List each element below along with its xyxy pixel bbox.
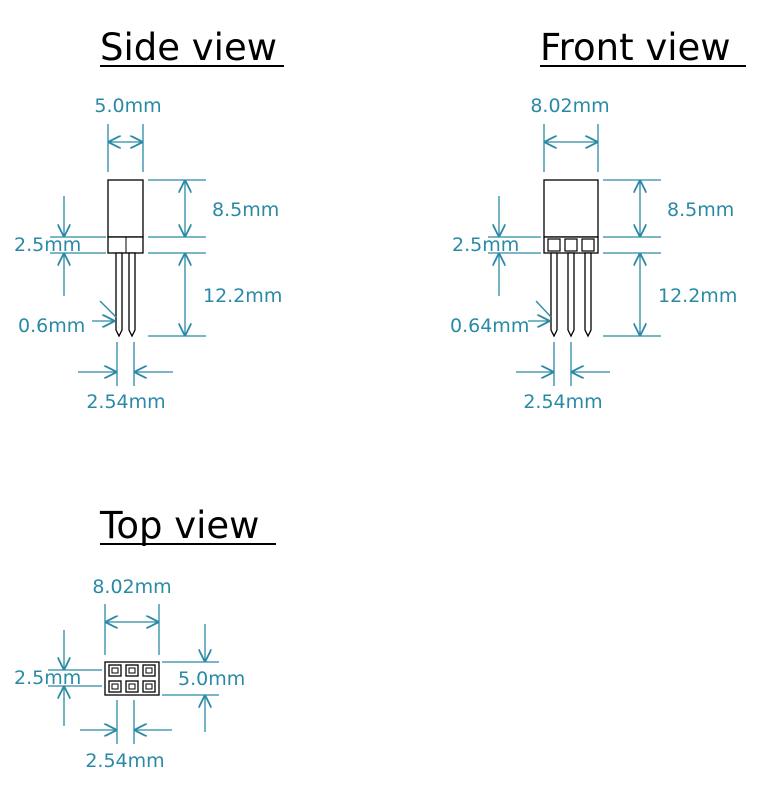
front-view-title: Front view <box>540 26 731 69</box>
front-pitch-label: 2.54mm <box>523 391 602 413</box>
front-pin-2 <box>567 252 575 338</box>
side-view-title: Side view <box>100 26 277 69</box>
front-width-label: 8.02mm <box>530 95 609 117</box>
top-view: Top view 8.02mm <box>14 504 276 772</box>
side-dimensions: 5.0mm 8.5mm 12.2mm 2.5mm 0.6mm <box>14 95 282 413</box>
front-pinwidth-leader <box>535 300 552 318</box>
side-body-height-label: 8.5mm <box>212 199 279 221</box>
side-pitch-label: 2.54mm <box>86 391 165 413</box>
side-pin-right <box>128 252 136 338</box>
side-base-height-label: 2.5mm <box>14 234 81 256</box>
top-row-pitch-label: 2.5mm <box>14 667 81 689</box>
front-pin-socket-2 <box>564 238 578 252</box>
top-socket-2-hole <box>128 667 136 674</box>
side-pinwidth-leader <box>99 300 117 318</box>
top-dimensions: 8.02mm 2.5mm 5.0mm 2.54mm <box>14 576 245 772</box>
side-pin-width-label: 0.6mm <box>18 315 85 337</box>
front-view: Front view 8.02mm 8.5mm <box>450 26 746 413</box>
top-width-label: 8.02mm <box>92 576 171 598</box>
top-pitch-label: 2.54mm <box>85 750 164 772</box>
side-width-label: 5.0mm <box>94 95 161 117</box>
front-pin-width-label: 0.64mm <box>450 315 529 337</box>
top-socket-6-hole <box>145 683 153 690</box>
top-view-title: Top view <box>99 504 259 547</box>
side-body <box>107 179 144 238</box>
front-view-part <box>543 179 599 338</box>
side-view-part <box>107 179 144 338</box>
top-socket-grid <box>108 664 156 693</box>
front-pin-3 <box>584 252 592 338</box>
top-socket-3-hole <box>145 667 153 674</box>
front-pin-length-label: 12.2mm <box>658 285 737 307</box>
front-dimensions: 8.02mm 8.5mm 12.2mm 2.5mm 0.64mm <box>450 95 737 413</box>
front-pin-socket-1 <box>547 238 561 252</box>
front-body <box>543 179 599 238</box>
top-view-part <box>104 661 160 696</box>
side-pin-length-label: 12.2mm <box>203 285 282 307</box>
front-pin-socket-3 <box>581 238 595 252</box>
front-body-height-label: 8.5mm <box>667 199 734 221</box>
front-pin-1 <box>550 252 558 338</box>
side-view: Side view 5.0mm 8.5mm 12.2mm <box>14 26 284 413</box>
side-pin-left <box>115 252 123 338</box>
front-base-height-label: 2.5mm <box>452 234 519 256</box>
top-depth-label: 5.0mm <box>178 668 245 690</box>
top-socket-4-hole <box>111 683 119 690</box>
top-socket-5-hole <box>128 683 136 690</box>
top-socket-1-hole <box>111 667 119 674</box>
